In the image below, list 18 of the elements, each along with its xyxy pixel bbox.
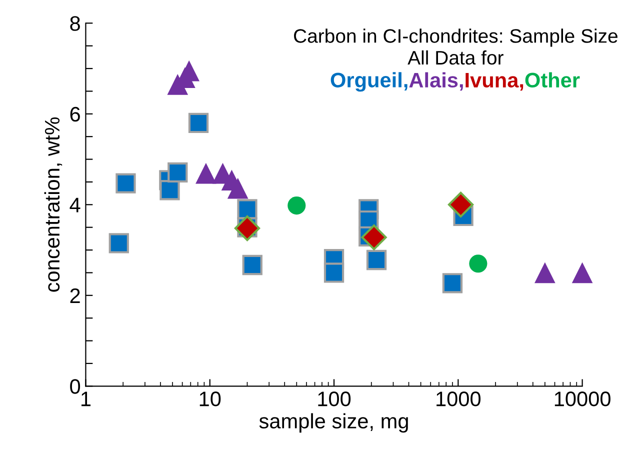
y-tick-label: 8 — [70, 16, 80, 31]
y-tick-label: 0 — [70, 379, 80, 394]
y-tick-label: 4 — [70, 198, 80, 212]
text: Orgueil, — [330, 72, 408, 92]
y-axis-title: concentration, wt% — [44, 117, 62, 292]
chart-title: Carbon in CI-chondrites: Sample Size — [294, 28, 618, 47]
text: Alais, — [409, 72, 463, 91]
x-tick-label: 10000 — [554, 392, 610, 406]
y-tick-label: 6 — [70, 106, 80, 122]
text: Ivuna, — [466, 73, 524, 91]
x-tick-label: 100 — [318, 392, 351, 406]
text: All Data for — [408, 50, 504, 65]
x-tick-label: 1000 — [436, 392, 481, 406]
y-tick-label: 2 — [70, 288, 80, 303]
x-tick-label: 1 — [82, 392, 90, 406]
x-axis-title: sample size, mg — [259, 413, 408, 433]
x-tick-label: 10 — [200, 392, 221, 406]
text: Other — [525, 72, 580, 88]
